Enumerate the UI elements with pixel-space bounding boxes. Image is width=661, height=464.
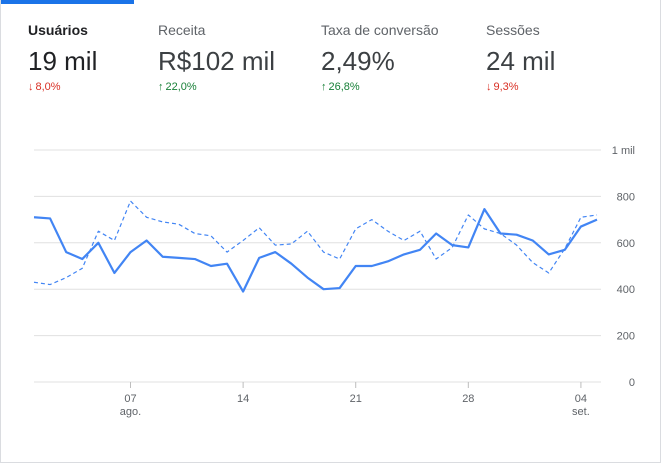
metric-delta-value: 26,8% xyxy=(328,81,360,93)
metric-delta-value: 22,0% xyxy=(165,81,197,93)
metric-label: Usuários xyxy=(28,22,88,38)
y-tick-label: 600 xyxy=(617,238,635,250)
series-line-previous-period xyxy=(33,200,598,286)
metric-value: 24 mil xyxy=(486,46,556,76)
metric-tab-revenue[interactable]: Receita R$102 mil ↑ 22,0% xyxy=(158,22,275,93)
y-tick-label: 1 mil xyxy=(612,145,635,157)
arrow-up-icon: ↑ xyxy=(321,80,327,93)
metric-delta-value: 9,3% xyxy=(493,81,519,93)
y-tick-label: 0 xyxy=(629,377,635,389)
metric-tab-conversion-rate[interactable]: Taxa de conversão 2,49% ↑ 26,8% xyxy=(321,22,439,93)
metric-label: Taxa de conversão xyxy=(321,22,439,38)
metric-label: Receita xyxy=(158,22,206,38)
metric-delta: ↓ 9,3% xyxy=(486,81,555,93)
metric-delta-value: 8,0% xyxy=(35,81,61,93)
arrow-down-icon: ↓ xyxy=(28,80,34,93)
x-tick-label: 21 xyxy=(350,393,362,405)
metric-delta: ↑ 26,8% xyxy=(321,81,439,93)
x-tick-label: 07 xyxy=(124,393,136,405)
x-tick-label: 14 xyxy=(237,393,249,405)
metric-tab-users[interactable]: Usuários 19 mil ↓ 8,0% xyxy=(28,22,97,93)
series-line-current-period xyxy=(33,208,598,293)
y-tick-label: 200 xyxy=(617,331,635,343)
metric-value: R$102 mil xyxy=(158,46,276,76)
metric-value: 2,49% xyxy=(321,46,395,76)
active-metric-indicator xyxy=(1,0,134,4)
y-tick-label: 400 xyxy=(617,284,635,296)
metric-tab-sessions[interactable]: Sessões 24 mil ↓ 9,3% xyxy=(486,22,555,93)
x-tick-label: 04 xyxy=(575,393,587,405)
arrow-down-icon: ↓ xyxy=(486,80,492,93)
metric-delta: ↑ 22,0% xyxy=(158,81,275,93)
metric-delta: ↓ 8,0% xyxy=(28,81,97,93)
x-tick-sublabel: set. xyxy=(572,406,590,418)
y-tick-label: 800 xyxy=(617,191,635,203)
metric-value: 19 mil xyxy=(28,46,98,76)
x-tick-label: 28 xyxy=(462,393,474,405)
metric-label: Sessões xyxy=(486,22,540,38)
arrow-up-icon: ↑ xyxy=(158,80,164,93)
x-tick-sublabel: ago. xyxy=(120,406,141,418)
